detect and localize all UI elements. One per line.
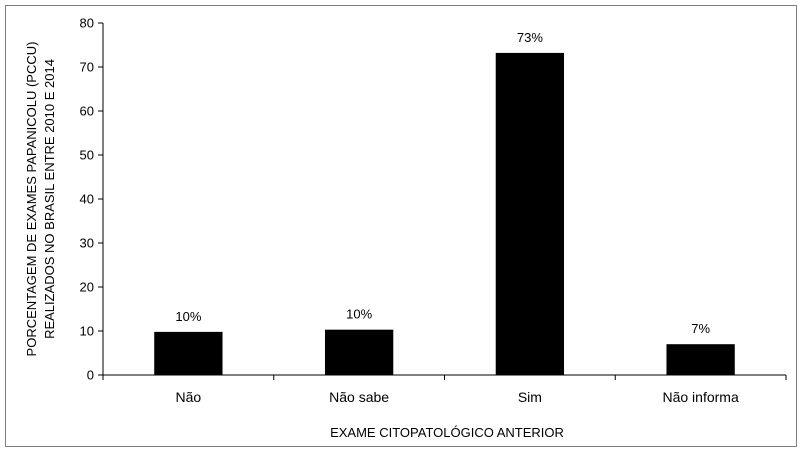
- y-tick-label: 80: [80, 16, 94, 31]
- bar: [495, 52, 565, 376]
- bar: [324, 329, 394, 375]
- bar-data-label: 10%: [346, 307, 372, 322]
- y-axis-title-line-1: PORCENTAGEM DE EXAMES PAPANICOLU (PCCU): [24, 42, 39, 357]
- y-tick-label: 70: [80, 60, 94, 75]
- x-axis: Não Não sabe Sim Não informa: [102, 374, 787, 405]
- y-tick-label: 30: [80, 236, 94, 251]
- y-axis-title: PORCENTAGEM DE EXAMES PAPANICOLU (PCCU) …: [24, 42, 57, 357]
- y-axis: 0 10 20 30 40 50 60 70 80: [80, 16, 104, 383]
- bar: [154, 331, 223, 375]
- y-tick-label: 10: [80, 324, 94, 339]
- x-tick-label: Sim: [518, 389, 542, 405]
- y-tick-label: 20: [80, 280, 94, 295]
- x-tick-label: Não informa: [662, 389, 738, 405]
- x-axis-title: EXAME CITOPATOLÓGICO ANTERIOR: [330, 425, 564, 440]
- bar-data-label: 73%: [517, 30, 543, 45]
- bars: 10% 10% 73% 7%: [154, 30, 735, 376]
- y-axis-title-line-2: REALIZADOS NO BRASIL ENTRE 2010 E 2014: [42, 59, 57, 339]
- x-tick-label: Não: [176, 389, 202, 405]
- y-tick-label: 60: [80, 104, 94, 119]
- y-tick-label: 40: [80, 192, 94, 207]
- y-tick-label: 0: [87, 368, 94, 383]
- bar-data-label: 10%: [175, 309, 201, 324]
- chart-frame: [5, 5, 797, 447]
- x-tick-label: Não sabe: [329, 389, 389, 405]
- y-tick-label: 50: [80, 148, 94, 163]
- bar: [666, 344, 735, 375]
- bar-data-label: 7%: [691, 321, 710, 336]
